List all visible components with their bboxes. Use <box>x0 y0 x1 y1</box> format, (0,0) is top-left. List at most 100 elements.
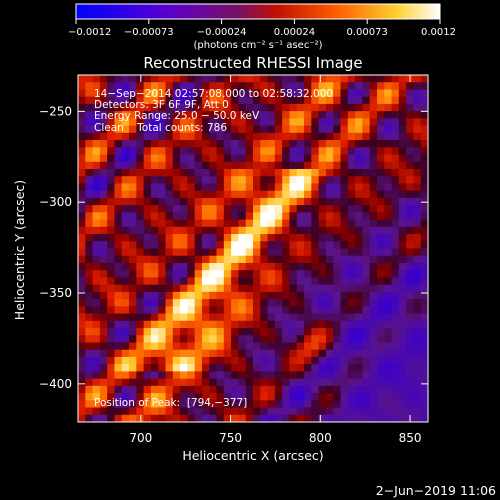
heatmap-cell <box>340 161 349 170</box>
heatmap-cell <box>99 132 108 141</box>
heatmap-cell <box>245 103 254 112</box>
heatmap-cell <box>194 205 203 213</box>
heatmap-cell <box>289 168 298 177</box>
heatmap-cell <box>92 89 101 98</box>
heatmap-cell <box>158 205 167 213</box>
heatmap-cell <box>143 234 152 242</box>
heatmap-cell <box>245 306 254 315</box>
heatmap-cell <box>274 161 283 170</box>
heatmap-cell <box>296 103 305 112</box>
heatmap-cell <box>376 306 385 315</box>
heatmap-cell <box>223 349 232 358</box>
heatmap-cell <box>136 212 145 221</box>
heatmap-cell <box>318 306 327 315</box>
heatmap-cell <box>340 320 349 329</box>
heatmap-cell <box>238 197 247 206</box>
heatmap-cell <box>187 400 196 409</box>
heatmap-cell <box>318 82 327 91</box>
heatmap-cell <box>245 313 254 322</box>
heatmap-cell <box>201 161 210 170</box>
heatmap-cell <box>150 125 159 134</box>
heatmap-cell <box>282 125 291 134</box>
heatmap-cell <box>282 407 291 416</box>
heatmap-cell <box>187 226 196 235</box>
heatmap-cell <box>209 284 218 293</box>
heatmap-cell <box>325 320 334 329</box>
heatmap-cell <box>398 328 407 336</box>
heatmap-cell <box>267 291 276 300</box>
heatmap-cell <box>267 400 276 409</box>
heatmap-cell <box>420 349 428 358</box>
heatmap-cell <box>107 241 116 250</box>
heatmap-cell <box>267 226 276 235</box>
heatmap-cell <box>150 241 159 250</box>
x-tick-label: 800 <box>309 431 332 445</box>
heatmap-cell <box>311 407 320 416</box>
heatmap-cell <box>355 241 363 250</box>
heatmap-cell <box>136 306 145 315</box>
heatmap-cell <box>304 378 312 387</box>
annotation-method: Clean Total counts: 786 <box>94 122 228 134</box>
heatmap-cell <box>201 103 210 112</box>
heatmap-cell <box>406 299 415 307</box>
heatmap-cell <box>325 234 334 242</box>
heatmap-cell <box>216 205 225 213</box>
heatmap-cell <box>172 400 181 409</box>
heatmap-cell <box>362 226 371 235</box>
heatmap-cell <box>99 219 108 228</box>
heatmap-cell <box>143 277 152 286</box>
heatmap-cell <box>238 299 247 307</box>
heatmap-cell <box>143 342 152 351</box>
heatmap-cell <box>267 270 276 279</box>
heatmap-cell <box>304 385 312 394</box>
heatmap-cell <box>311 168 320 177</box>
heatmap-cell <box>362 400 371 409</box>
heatmap-cell <box>420 132 428 141</box>
heatmap-cell <box>253 125 261 134</box>
heatmap-cell <box>136 255 145 264</box>
heatmap-cell <box>187 234 196 242</box>
heatmap-cell <box>355 291 363 300</box>
heatmap-cell <box>223 299 232 307</box>
heatmap-cell <box>180 154 188 163</box>
heatmap-cell <box>420 378 428 387</box>
heatmap-cell <box>121 320 130 329</box>
heatmap-cell <box>238 82 247 91</box>
heatmap-cell <box>245 205 254 213</box>
heatmap-cell <box>78 234 86 242</box>
heatmap-cell <box>260 89 269 98</box>
heatmap-cell <box>245 356 254 365</box>
heatmap-cell <box>355 75 363 83</box>
heatmap-cell <box>238 385 247 394</box>
heatmap-cell <box>282 82 291 91</box>
heatmap-cell <box>216 147 225 156</box>
heatmap-cell <box>158 407 167 416</box>
heatmap-cell <box>129 270 137 279</box>
heatmap-cell <box>274 270 283 279</box>
heatmap-cell <box>355 234 363 242</box>
heatmap-cell <box>121 299 130 307</box>
heatmap-cell <box>369 400 378 409</box>
heatmap-cell <box>114 284 123 293</box>
heatmap-cell <box>129 385 137 394</box>
heatmap-cell <box>267 125 276 134</box>
heatmap-cell <box>253 103 261 112</box>
heatmap-cell <box>165 248 174 257</box>
heatmap-cell <box>238 364 247 372</box>
heatmap-cell <box>231 299 240 307</box>
heatmap-cell <box>85 328 94 336</box>
heatmap-cell <box>304 342 312 351</box>
heatmap-cell <box>187 147 196 156</box>
heatmap-cell <box>143 255 152 264</box>
heatmap-cell <box>340 82 349 91</box>
heatmap-cell <box>318 89 327 98</box>
heatmap-cell <box>158 176 167 185</box>
heatmap-cell <box>180 313 188 322</box>
heatmap-cell <box>333 147 342 156</box>
heatmap-cell <box>165 212 174 221</box>
heatmap-cell <box>355 255 363 264</box>
heatmap-cell <box>369 320 378 329</box>
heatmap-cell <box>289 378 298 387</box>
heatmap-cell <box>223 306 232 315</box>
heatmap-cell <box>172 262 181 271</box>
